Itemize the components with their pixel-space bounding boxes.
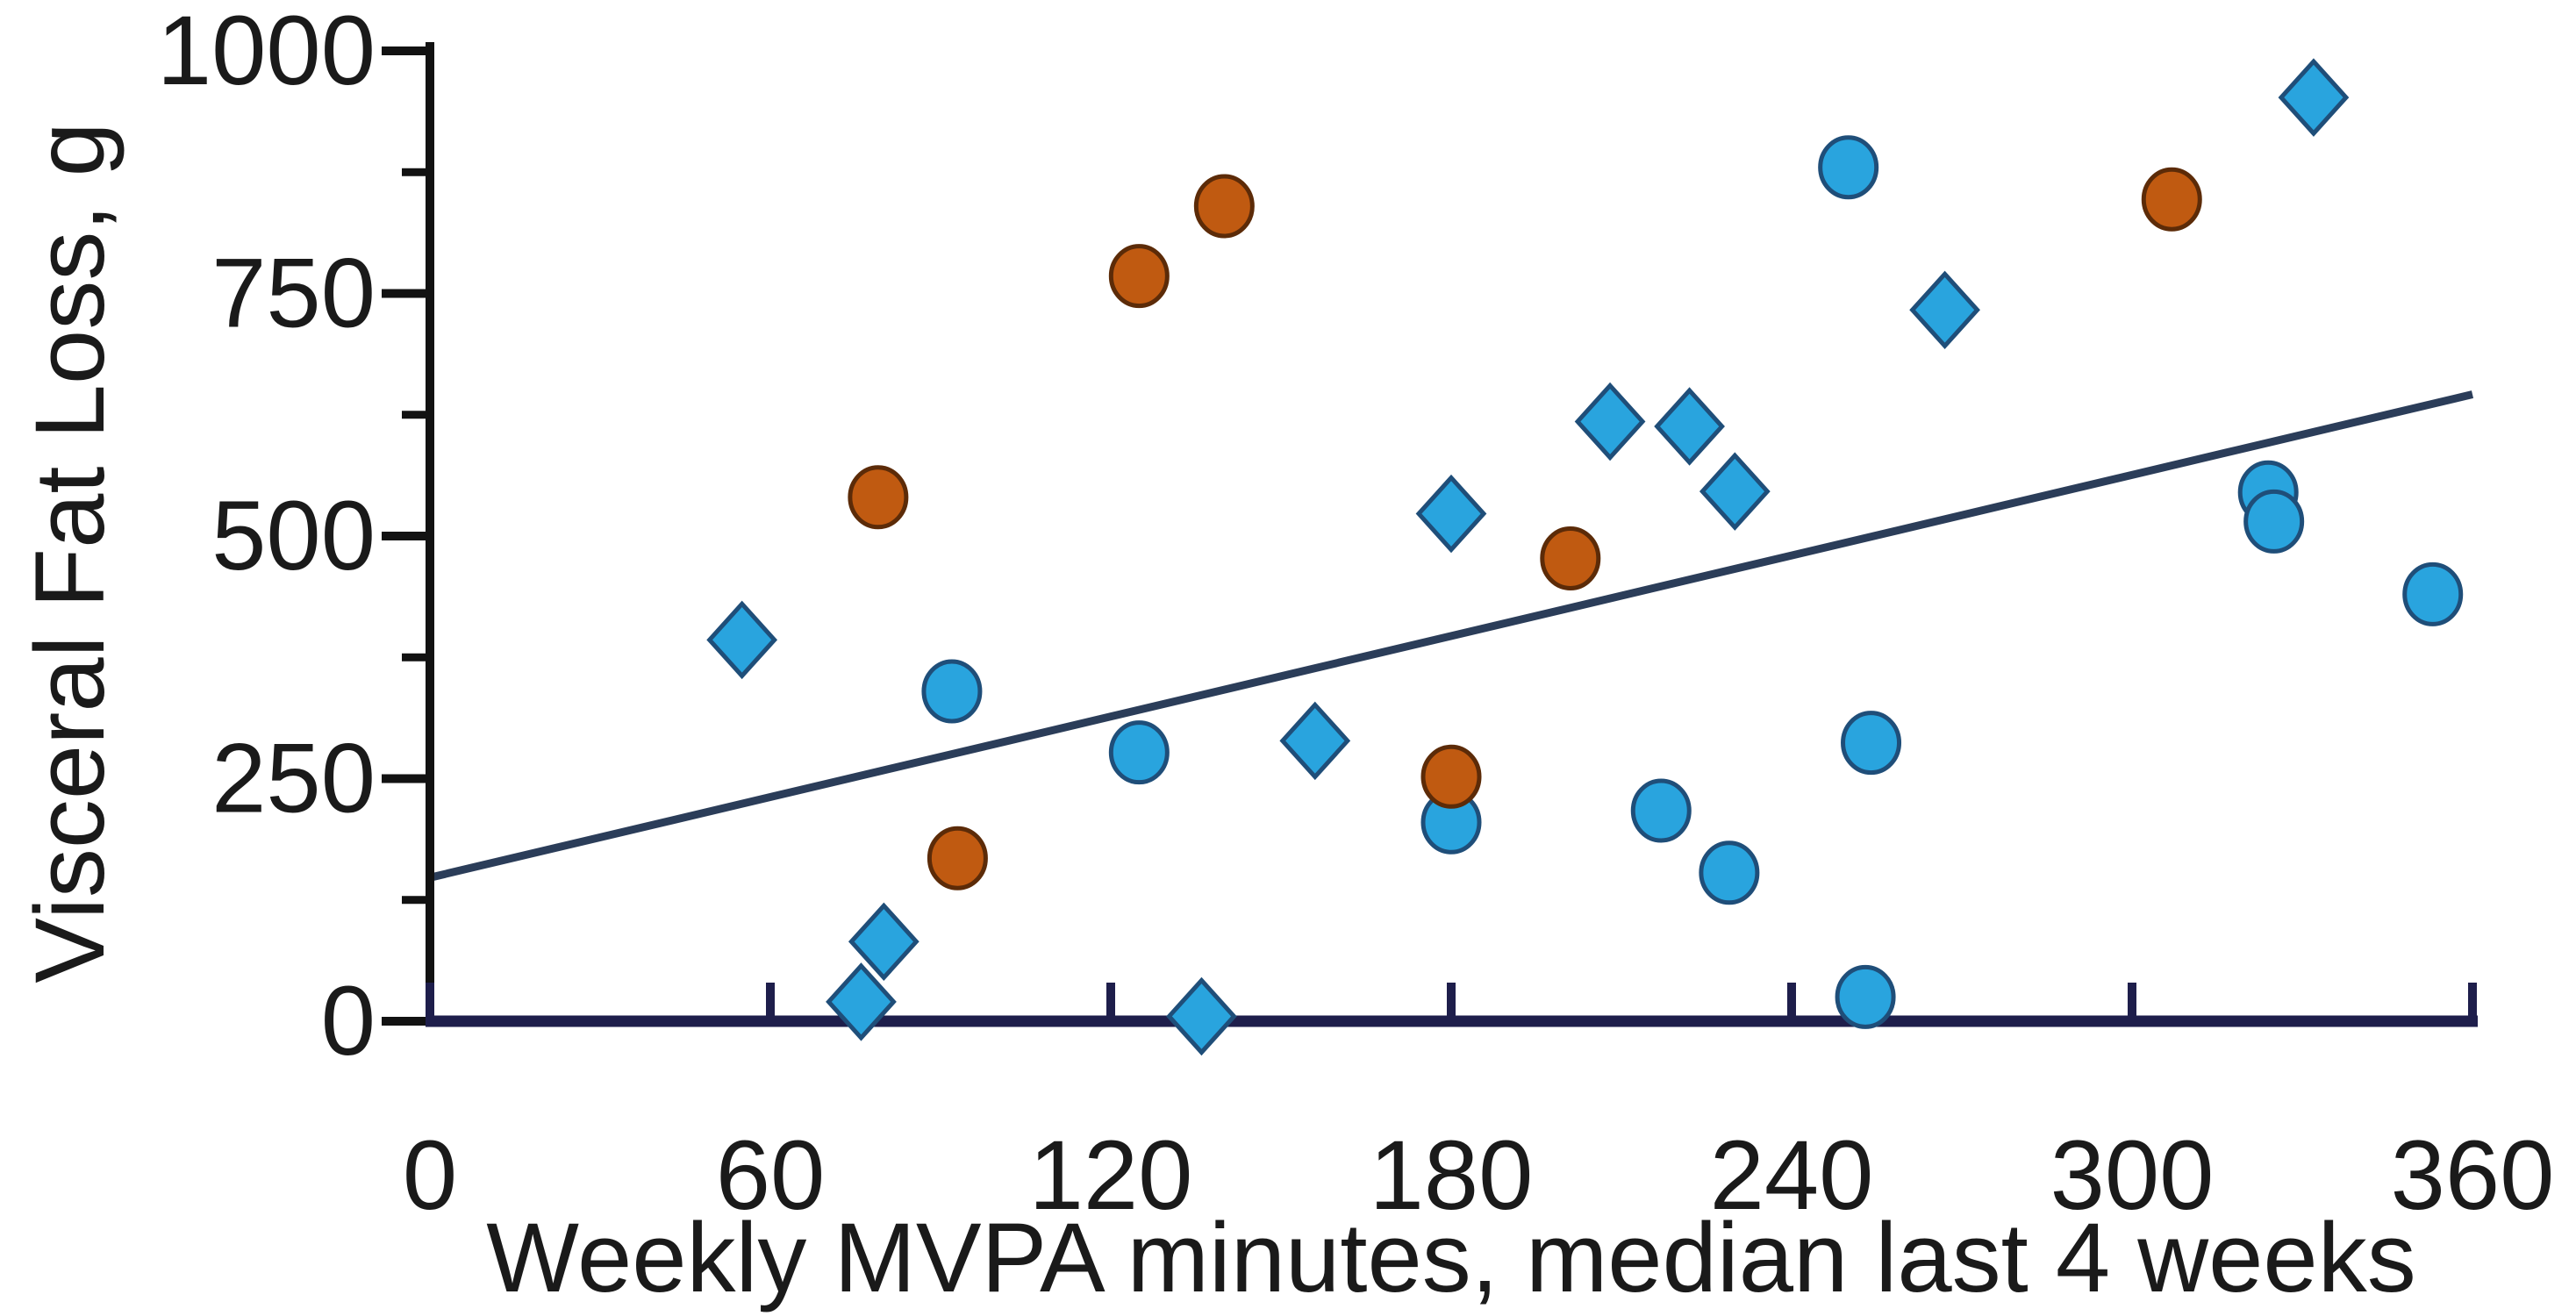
- data-point-blue-circles: [1108, 720, 1170, 785]
- x-tick-label: 0: [403, 1120, 457, 1230]
- y-axis-title: Visceral Fat Loss, g: [15, 122, 125, 983]
- data-point-blue-diamonds: [706, 600, 778, 680]
- data-point-blue-diamonds: [1699, 452, 1771, 531]
- x-tick-label: 120: [1029, 1120, 1193, 1230]
- data-point-blue-diamonds: [1279, 701, 1351, 781]
- data-points: [706, 58, 2464, 1056]
- data-point-blue-diamonds: [1909, 270, 1980, 350]
- x-tick-label: 300: [2050, 1120, 2215, 1230]
- data-point-blue-diamonds: [1415, 474, 1487, 554]
- data-point-orange-circles: [927, 826, 988, 890]
- data-point-blue-circles: [1699, 840, 1760, 905]
- x-axis-title: Weekly MVPA minutes, median last 4 weeks: [486, 1203, 2415, 1312]
- data-point-blue-diamonds: [2278, 58, 2350, 137]
- data-point-orange-circles: [2141, 167, 2202, 232]
- data-point-blue-circles: [2243, 489, 2305, 554]
- data-point-blue-diamonds: [848, 902, 919, 982]
- y-tick-label: 0: [321, 966, 376, 1076]
- data-point-blue-diamonds: [1574, 382, 1646, 461]
- y-tick-label: 250: [211, 724, 376, 833]
- x-tick-label: 60: [716, 1120, 826, 1230]
- data-point-blue-circles: [1818, 135, 1879, 200]
- data-point-blue-circles: [1841, 711, 1902, 776]
- y-tick-label: 500: [211, 481, 376, 590]
- data-point-blue-circles: [921, 659, 983, 724]
- data-point-blue-circles: [2402, 561, 2464, 626]
- data-point-blue-diamonds: [1654, 387, 1725, 466]
- y-axis: 0 250 500 750 1000: [157, 0, 434, 1076]
- data-point-orange-circles: [1420, 744, 1482, 809]
- data-point-orange-circles: [1108, 244, 1170, 309]
- data-point-orange-circles: [1193, 174, 1255, 239]
- data-point-blue-circles: [1630, 778, 1692, 843]
- trend-line-group: [428, 390, 2474, 882]
- data-point-blue-diamonds: [1166, 976, 1237, 1056]
- x-tick-label: 180: [1370, 1120, 1534, 1230]
- x-tick-label: 240: [1710, 1120, 1874, 1230]
- x-axis: 0 60 120 180 240 300 360: [403, 983, 2555, 1230]
- data-point-blue-diamonds: [826, 962, 897, 1041]
- data-point-orange-circles: [848, 465, 909, 530]
- trend-line: [428, 390, 2474, 882]
- y-tick-label: 750: [211, 239, 376, 348]
- x-tick-label: 360: [2391, 1120, 2555, 1230]
- data-point-blue-circles: [1835, 964, 1896, 1029]
- y-tick-label: 1000: [157, 0, 376, 105]
- data-point-orange-circles: [1540, 526, 1601, 590]
